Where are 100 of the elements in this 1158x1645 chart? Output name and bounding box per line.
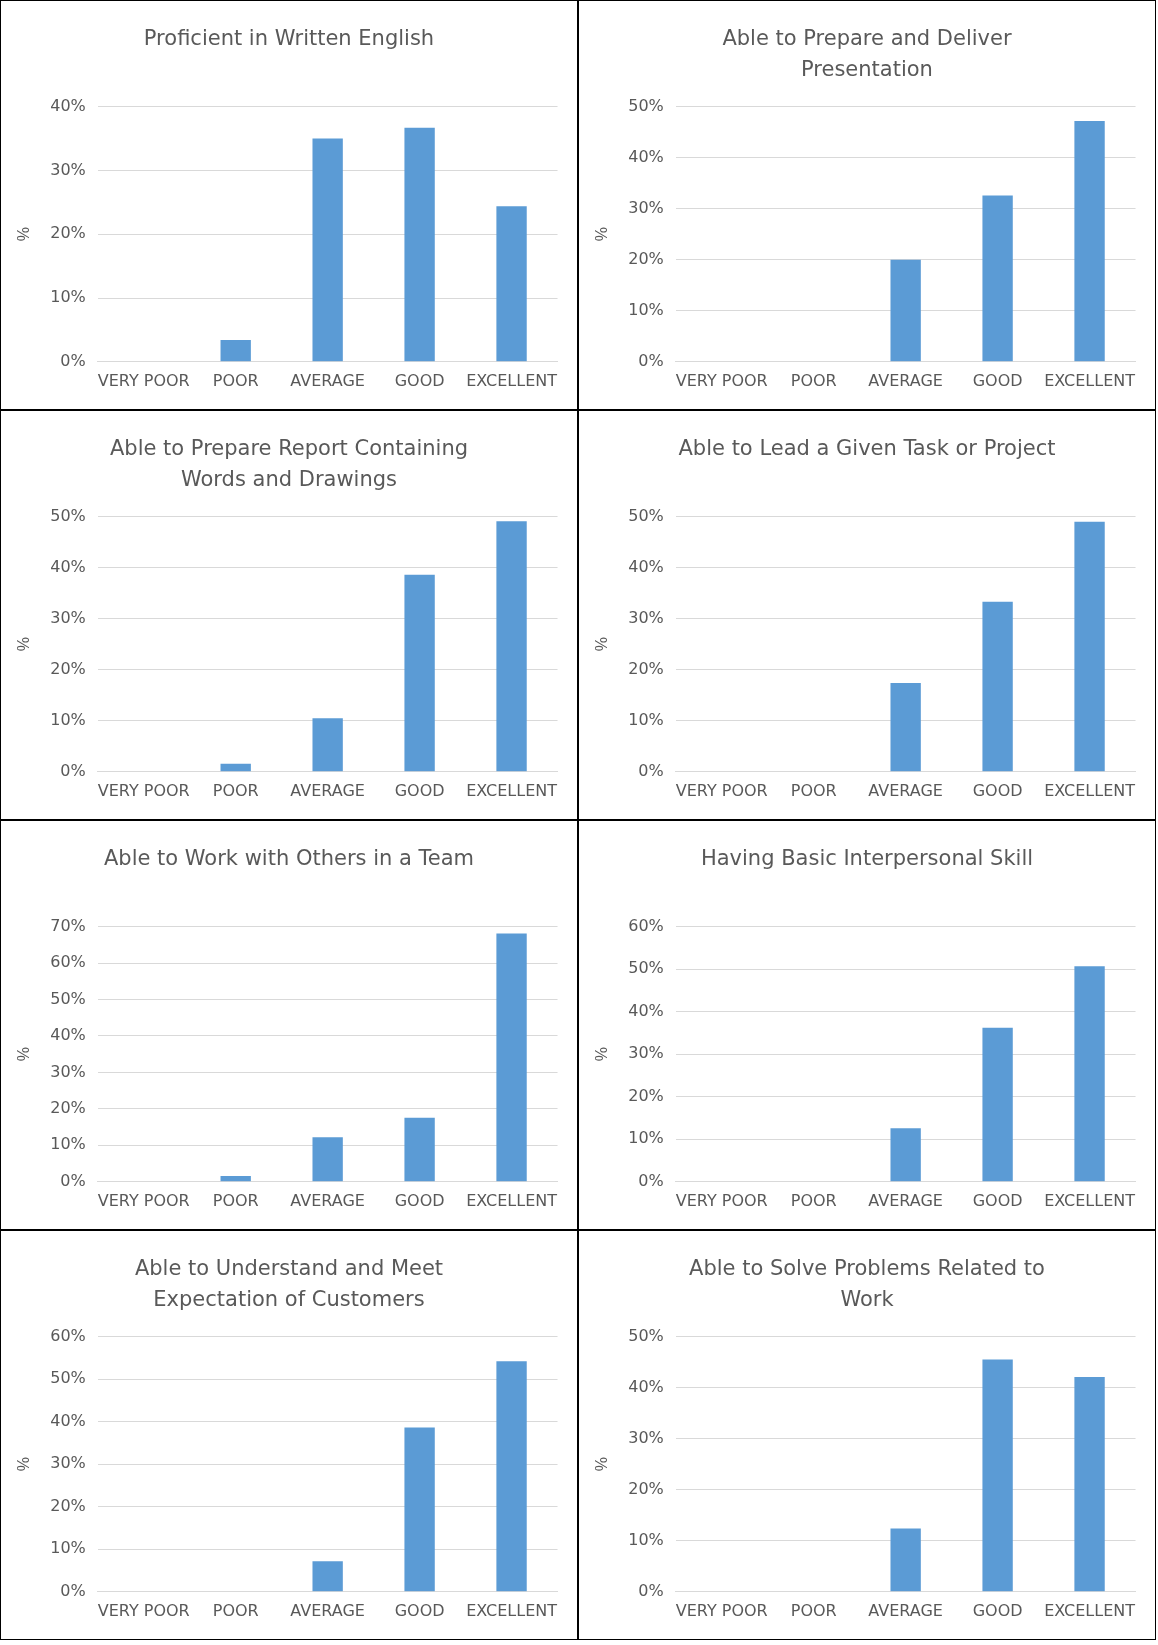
y-tick-label: 10%	[628, 709, 664, 729]
x-tick-label: POOR	[212, 370, 259, 390]
y-tick-label: 50%	[628, 1325, 664, 1345]
bar	[220, 763, 251, 772]
x-tick-label: VERY POOR	[97, 370, 190, 390]
y-tick-label: 40%	[628, 1000, 664, 1020]
bar	[982, 1027, 1013, 1182]
y-axis-title: %	[593, 637, 611, 652]
x-tick-label: GOOD	[394, 1600, 445, 1620]
x-tick-label: EXCELLENT	[466, 1190, 558, 1210]
y-tick-label: 40%	[50, 1410, 86, 1430]
x-tick-label: VERY POOR	[97, 1190, 190, 1210]
y-axis-title: %	[593, 227, 611, 242]
bar	[404, 1427, 435, 1592]
x-tick-label: VERY POOR	[97, 1600, 190, 1620]
bar	[982, 195, 1013, 362]
y-tick-label: 10%	[50, 1538, 86, 1558]
y-tick-label: 0%	[60, 1170, 86, 1190]
y-tick-label: 10%	[628, 1128, 664, 1148]
bar	[890, 682, 921, 772]
y-tick-label: 20%	[628, 248, 664, 268]
x-tick-label: AVERAGE	[290, 780, 365, 800]
y-tick-label: 50%	[50, 1368, 86, 1388]
x-tick-label: GOOD	[394, 370, 445, 390]
y-tick-label: 50%	[50, 988, 86, 1008]
bar	[496, 206, 527, 362]
y-tick-label: 20%	[50, 223, 86, 243]
bar	[312, 718, 343, 772]
y-tick-label: 60%	[628, 915, 664, 935]
bar	[890, 1128, 921, 1182]
x-tick-label: AVERAGE	[290, 370, 365, 390]
y-tick-label: 20%	[50, 658, 86, 678]
y-axis-title: %	[15, 227, 33, 242]
bar	[982, 601, 1013, 772]
y-tick-label: 60%	[50, 1325, 86, 1345]
x-tick-label: GOOD	[972, 370, 1023, 390]
y-tick-label: 20%	[628, 1478, 664, 1498]
x-tick-label: EXCELLENT	[1044, 780, 1136, 800]
y-tick-label: 10%	[628, 299, 664, 319]
x-tick-label: POOR	[790, 1600, 837, 1620]
x-tick-label: VERY POOR	[675, 1600, 768, 1620]
bar	[312, 1137, 343, 1182]
y-axis-title: %	[15, 637, 33, 652]
x-tick-label: EXCELLENT	[1044, 1600, 1136, 1620]
x-tick-label: EXCELLENT	[466, 370, 558, 390]
y-tick-label: 50%	[628, 958, 664, 978]
y-axis-title: %	[593, 1047, 611, 1062]
y-tick-label: 0%	[638, 1170, 664, 1190]
y-tick-label: 30%	[628, 1427, 664, 1447]
x-tick-label: VERY POOR	[675, 780, 768, 800]
bar	[890, 259, 921, 362]
bar	[496, 521, 527, 772]
y-tick-label: 30%	[628, 1043, 664, 1063]
y-tick-label: 20%	[50, 1495, 86, 1515]
bar	[404, 574, 435, 772]
chart-title: Able to Prepare and Deliver Presentation	[721, 25, 1013, 83]
x-tick-label: AVERAGE	[290, 1600, 365, 1620]
y-axis-title: %	[593, 1457, 611, 1472]
bar	[1074, 521, 1105, 772]
x-tick-label: EXCELLENT	[466, 780, 558, 800]
x-tick-label: AVERAGE	[290, 1190, 365, 1210]
x-tick-label: POOR	[790, 370, 837, 390]
chart-title: Able to Prepare Report Containing Words and Drawings	[108, 435, 470, 493]
y-tick-label: 30%	[628, 607, 664, 627]
chart-title: Able to Solve Problems Related to Work	[688, 1255, 1046, 1313]
bar	[496, 933, 527, 1182]
y-tick-label: 30%	[50, 1061, 86, 1081]
bar	[1074, 1376, 1105, 1592]
x-tick-label: POOR	[212, 1190, 259, 1210]
y-tick-label: 0%	[638, 760, 664, 780]
y-tick-label: 50%	[50, 505, 86, 525]
x-tick-label: POOR	[212, 1600, 259, 1620]
x-tick-label: EXCELLENT	[1044, 370, 1136, 390]
y-tick-label: 40%	[50, 556, 86, 576]
y-tick-label: 10%	[50, 287, 86, 307]
y-tick-label: 60%	[50, 952, 86, 972]
y-tick-label: 40%	[628, 556, 664, 576]
bar	[220, 1175, 251, 1182]
y-tick-label: 30%	[50, 1453, 86, 1473]
x-tick-label: AVERAGE	[868, 1600, 943, 1620]
x-tick-label: GOOD	[972, 1190, 1023, 1210]
x-tick-label: GOOD	[394, 1190, 445, 1210]
bar	[312, 1561, 343, 1592]
y-tick-label: 40%	[50, 1025, 86, 1045]
x-tick-label: VERY POOR	[675, 370, 768, 390]
y-tick-label: 40%	[628, 1376, 664, 1396]
y-tick-label: 40%	[628, 146, 664, 166]
y-tick-label: 0%	[60, 1580, 86, 1600]
x-tick-label: AVERAGE	[868, 1190, 943, 1210]
y-tick-label: 50%	[628, 95, 664, 115]
x-tick-label: POOR	[790, 1190, 837, 1210]
bar	[982, 1359, 1013, 1592]
x-tick-label: POOR	[790, 780, 837, 800]
chart-title: Able to Lead a Given Task or Project	[677, 435, 1057, 462]
y-tick-label: 30%	[50, 159, 86, 179]
chart-title: Having Basic Interpersonal Skill	[699, 845, 1035, 872]
x-tick-label: EXCELLENT	[1044, 1190, 1136, 1210]
y-tick-label: 50%	[628, 505, 664, 525]
bar	[220, 340, 251, 362]
y-tick-label: 30%	[628, 197, 664, 217]
